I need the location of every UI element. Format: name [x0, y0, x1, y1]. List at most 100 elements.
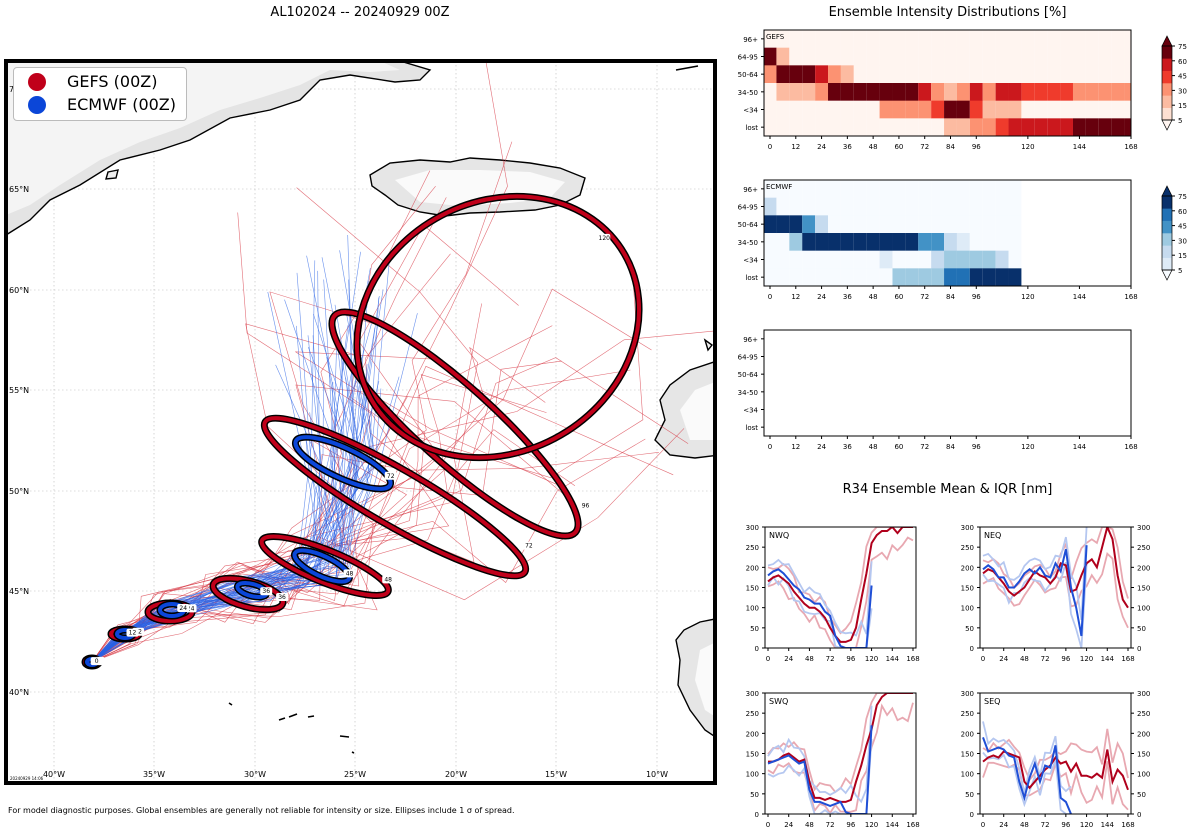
heatmap-cell	[1124, 83, 1131, 102]
heatmap-xlabel: 72	[920, 143, 929, 151]
heatmap-cell	[995, 30, 1009, 49]
gefs-member-track	[91, 287, 644, 663]
heatmap-cell	[905, 118, 919, 137]
heatmap-cell	[879, 65, 893, 84]
r34-ylabel: 150	[746, 751, 759, 759]
r34-ylabel: 250	[961, 544, 974, 552]
heatmap-cell	[1060, 65, 1073, 84]
r34-ylabel: 150	[961, 585, 974, 593]
heatmap-cell	[802, 180, 816, 199]
ecmwf-ellipse-label: 72	[387, 473, 395, 480]
heatmap-cell	[853, 233, 867, 252]
heatmap-cell	[956, 83, 970, 102]
r34-xlabel: 72	[826, 821, 835, 829]
colorbar-segment	[1162, 107, 1172, 121]
heatmap-cell	[853, 83, 867, 102]
heatmap-cell	[776, 30, 790, 49]
lat-label: 50°N	[9, 487, 29, 496]
heatmap-cell	[1008, 100, 1022, 119]
heatmap-cell	[764, 197, 777, 216]
heatmap-cell	[1021, 100, 1035, 119]
gefs-ellipse-label-bg	[276, 592, 289, 601]
heatmap-xlabel: 36	[843, 143, 852, 151]
colorbar-segment	[1162, 58, 1172, 71]
heatmap-cell	[1098, 118, 1112, 137]
heatmap-cell	[1111, 100, 1125, 119]
heatmap-cell	[1021, 30, 1035, 49]
heatmap-cell	[1008, 215, 1022, 234]
heatmap-cell	[982, 197, 996, 216]
r34-plot-area	[982, 721, 1129, 814]
heatmap-xlabel: 96	[972, 143, 981, 151]
spread-ellipses: 012243648729612001224364872	[81, 192, 643, 670]
heatmap-xlabel: 12	[791, 443, 800, 451]
heatmap-cell	[956, 65, 970, 84]
heatmap-cell	[879, 83, 893, 102]
heatmap-xlabel: 60	[894, 443, 903, 451]
heatmap-cell	[1085, 100, 1099, 119]
lon-label: 25°W	[344, 770, 366, 779]
heatmap-cell	[1111, 47, 1125, 66]
heatmap-cell	[840, 118, 854, 137]
lat-label: 65°N	[9, 185, 29, 194]
heatmap-cell	[764, 83, 777, 102]
heatmap-cell	[815, 83, 829, 102]
lat-label: 45°N	[9, 587, 29, 596]
r34-ylabel: 50	[1137, 791, 1146, 799]
heatmap-cell	[944, 30, 957, 49]
heatmap-cell	[982, 233, 996, 252]
r34-xlabel: 168	[1121, 821, 1134, 829]
r34-ylabel: 200	[746, 730, 759, 738]
r34-xlabel: 0	[766, 821, 770, 829]
r34-ylabel: 250	[1137, 710, 1150, 718]
heatmap-cell	[815, 180, 829, 199]
heatmap-cell	[982, 268, 996, 287]
colorbar-label: 5	[1178, 117, 1182, 125]
gefs-ellipse-label-bg	[579, 501, 592, 510]
heatmap-cell	[956, 215, 970, 234]
heatmap-cell	[840, 83, 854, 102]
heatmap-cell	[1034, 47, 1048, 66]
heatmap-cell	[944, 197, 957, 216]
heatmap-cell	[764, 268, 777, 287]
heatmap-cell	[931, 233, 945, 252]
heatmap-cell	[776, 118, 790, 137]
heatmap-cell	[905, 197, 919, 216]
r34-xlabel: 144	[1101, 821, 1115, 829]
ecmwf-ellipse-label: 48	[346, 570, 354, 577]
ecmwf-ellipse-label-bg	[90, 657, 103, 666]
colorbar-label: 30	[1178, 87, 1187, 95]
legend-ecmwf-marker	[28, 96, 46, 114]
colorbar-label: 15	[1178, 102, 1187, 110]
heatmap-cell	[853, 65, 867, 84]
heatmap-xlabel: 24	[817, 143, 826, 151]
heatmap-cell	[944, 65, 957, 84]
heatmap-ylabel: 50-64	[738, 71, 759, 79]
r34-ylabel: 150	[1137, 751, 1150, 759]
heatmap-cell	[1008, 268, 1022, 287]
heatmap-cell	[892, 47, 906, 66]
heatmap-cell	[789, 215, 803, 234]
heatmap-cell	[969, 180, 983, 199]
heatmap-cell	[982, 30, 996, 49]
heatmap-cell	[789, 65, 803, 84]
heatmap-cell	[1072, 118, 1086, 137]
ecmwf-ellipse-label-bg	[384, 471, 397, 480]
heatmap-cell	[776, 197, 790, 216]
gefs-ellipse-label: 48	[384, 576, 392, 583]
heatmap-cell	[815, 100, 829, 119]
colorbar-label: 60	[1178, 58, 1187, 66]
heatmap-cell	[802, 30, 816, 49]
r34-ylabel: 0	[970, 811, 974, 819]
r34-xlabel: 120	[1080, 821, 1093, 829]
heatmap-panel-label: GEFS	[766, 33, 785, 41]
heatmap-cell	[931, 65, 945, 84]
ecmwf-ellipse-label: 0	[95, 658, 99, 665]
heatmap-cell	[905, 30, 919, 49]
map-title: AL102024 -- 20240929 00Z	[270, 5, 450, 20]
r34-ylabel: 50	[1137, 625, 1146, 633]
heatmap-cell	[853, 100, 867, 119]
heatmap-xlabel: 120	[1021, 443, 1034, 451]
r34-xlabel: 0	[981, 821, 985, 829]
